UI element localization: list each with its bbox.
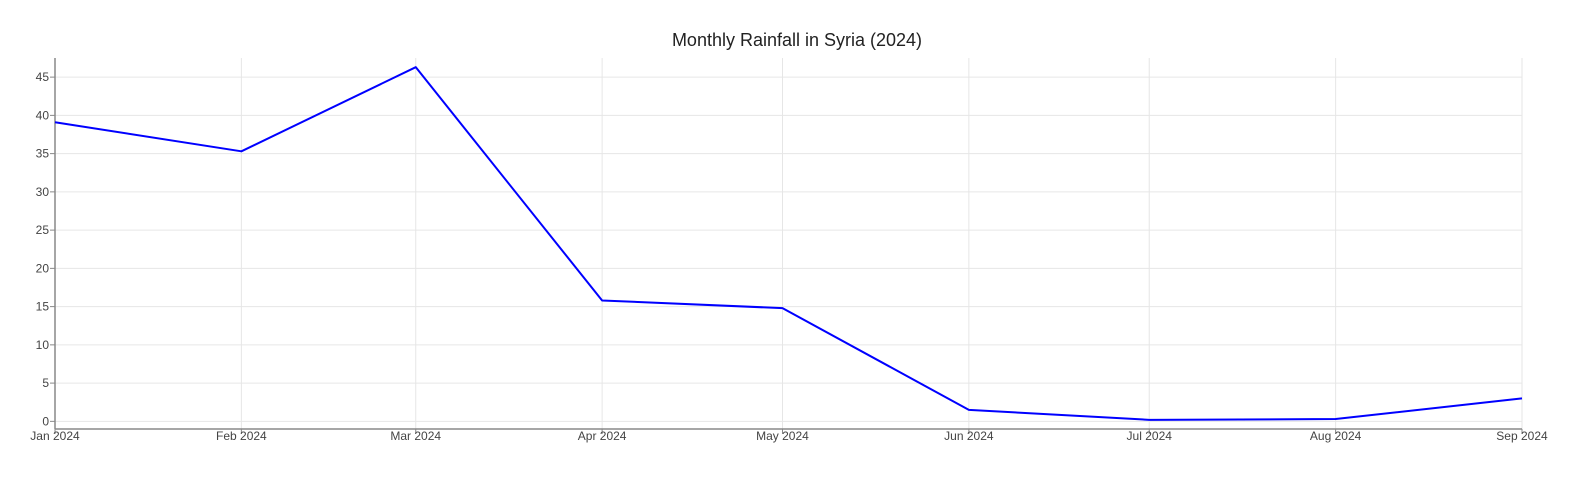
y-tick-label: 0	[42, 414, 49, 428]
axes: 0 5 10 15 20 25 30 35 40 45 Jan 2024 Feb 2024 Mar 20…	[30, 58, 1548, 443]
y-tick-label: 40	[36, 108, 50, 122]
x-tick-label: Jun 2024	[944, 429, 994, 443]
y-tick-label: 30	[36, 185, 50, 199]
y-tick-label: 5	[42, 376, 49, 390]
x-tick-label: Jan 2024	[30, 429, 80, 443]
x-tick-label: Aug 2024	[1310, 429, 1362, 443]
x-tick-label: Jul 2024	[1127, 429, 1173, 443]
y-tick-label: 20	[36, 261, 50, 275]
x-tick-label: May 2024	[756, 429, 809, 443]
y-tick-label: 25	[36, 223, 50, 237]
x-tick-label: Feb 2024	[216, 429, 267, 443]
y-tick-label: 15	[36, 300, 50, 314]
series-layer	[54, 66, 1523, 421]
y-tick-label: 10	[36, 338, 50, 352]
x-tick-label: Mar 2024	[390, 429, 441, 443]
y-tick-label: 35	[36, 147, 50, 161]
x-tick-label: Apr 2024	[578, 429, 627, 443]
x-tick-label: Sep 2024	[1496, 429, 1548, 443]
grid	[54, 58, 1523, 429]
series-line-0	[54, 66, 1523, 421]
y-tick-label: 45	[36, 70, 50, 84]
chart-title: Monthly Rainfall in Syria (2024)	[672, 30, 922, 50]
